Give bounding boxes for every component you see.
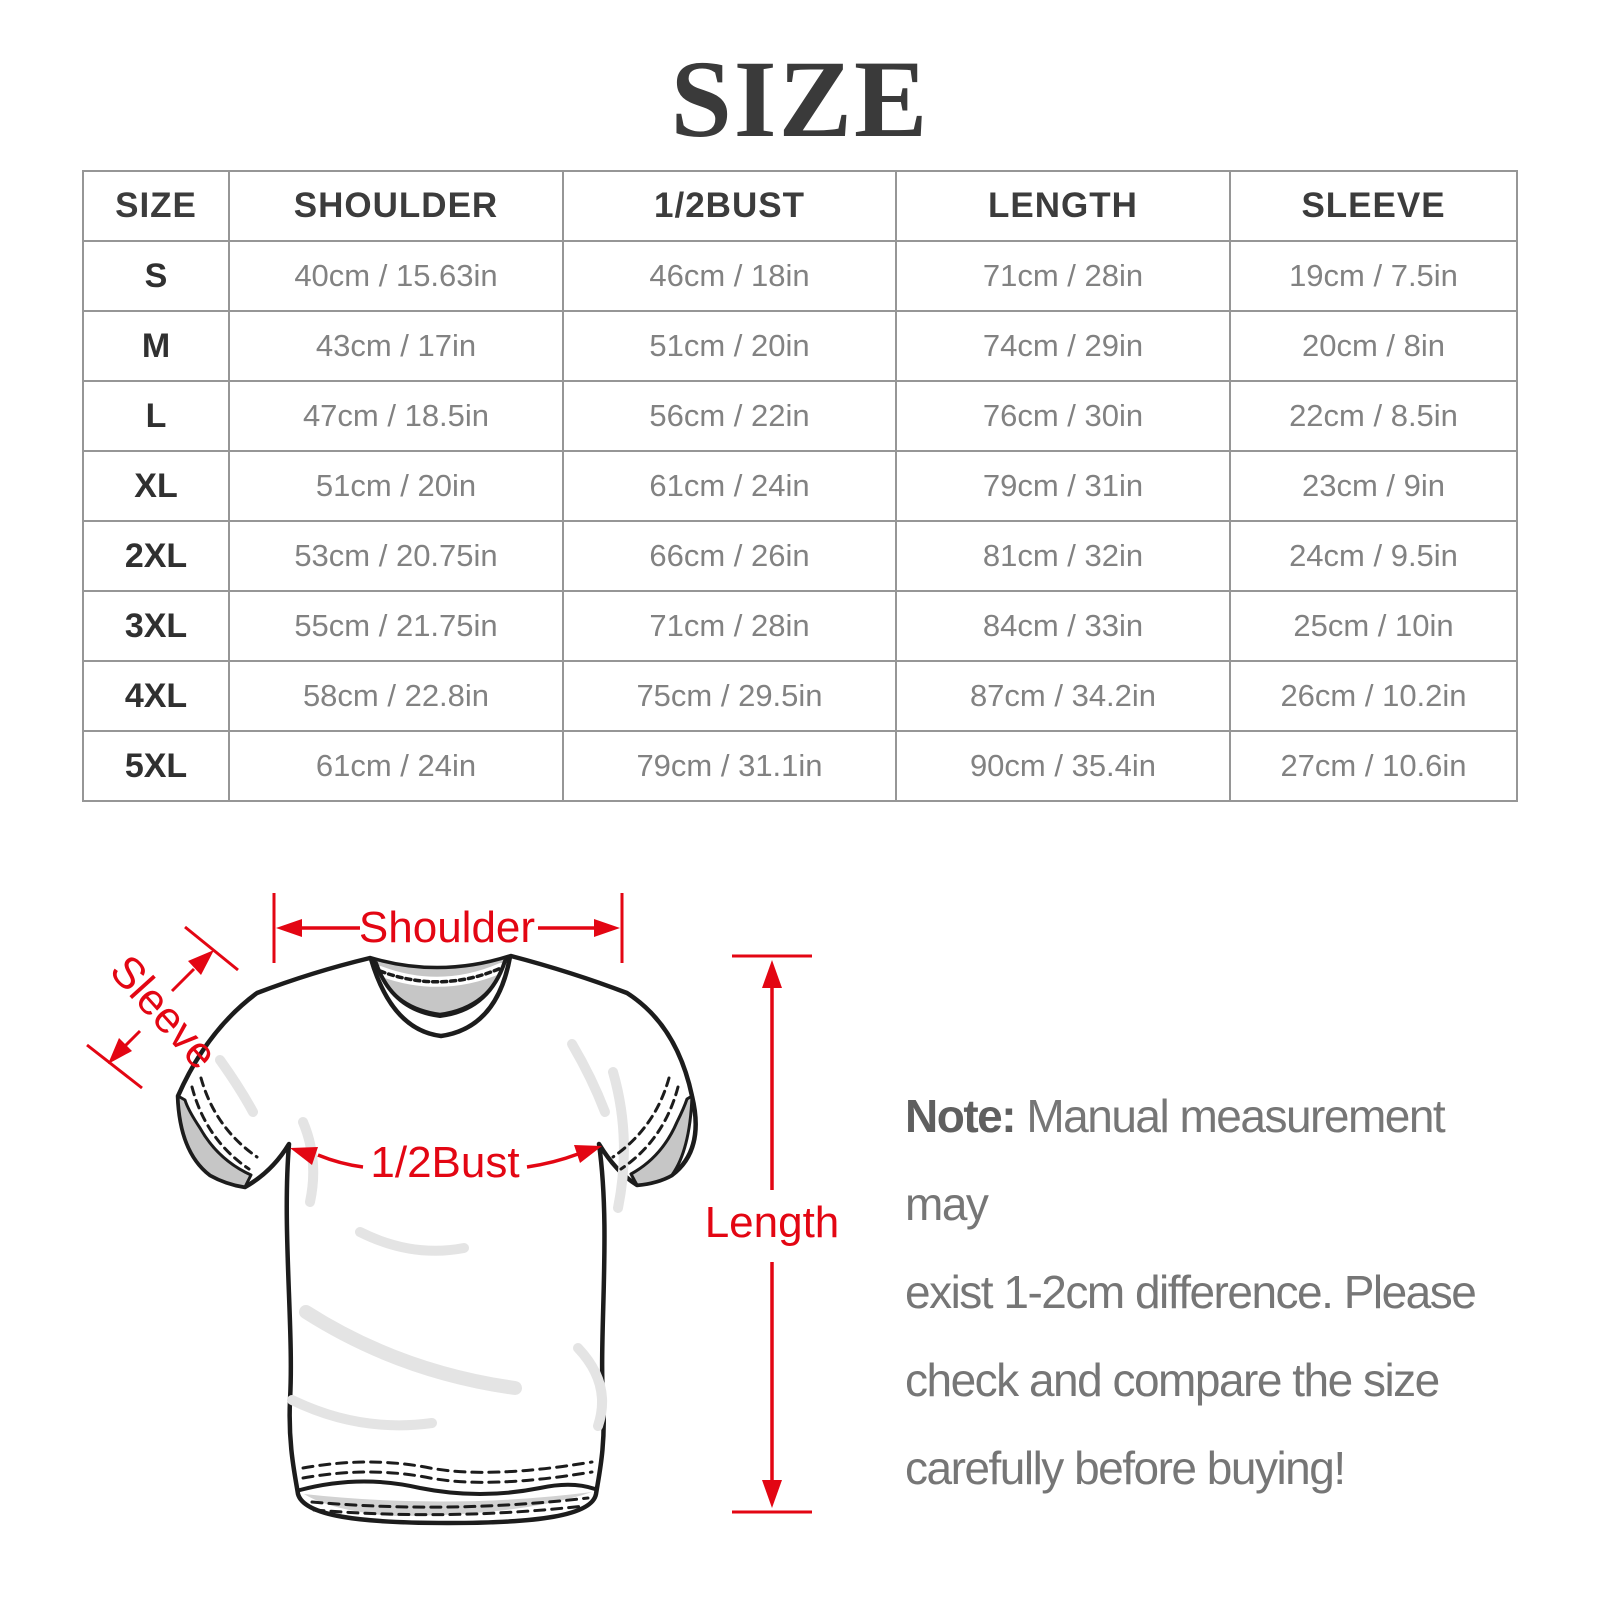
- cell-shoulder: 58cm / 22.8in: [228, 660, 564, 732]
- cell-length: 71cm / 28in: [895, 240, 1231, 312]
- cell-length: 76cm / 30in: [895, 380, 1231, 452]
- cell-size: XL: [82, 450, 230, 522]
- column-header-size: SIZE: [82, 170, 230, 242]
- collar-zigzag-stitch: [378, 966, 503, 984]
- tshirt-outline: [175, 953, 698, 1526]
- table-row: XL 51cm / 20in 61cm / 24in 79cm / 31in 2…: [82, 450, 1518, 522]
- note-line: Note: Manual measurement may: [905, 1072, 1515, 1248]
- collar: [368, 954, 513, 1039]
- note-text: Note: Manual measurement may exist 1-2cm…: [905, 1072, 1515, 1512]
- column-header-bust: 1/2BUST: [562, 170, 897, 242]
- bust-label: 1/2Bust: [370, 1138, 519, 1187]
- cell-shoulder: 55cm / 21.75in: [228, 590, 564, 662]
- cell-sleeve: 24cm / 9.5in: [1229, 520, 1518, 592]
- cell-size: 5XL: [82, 730, 230, 802]
- cell-bust: 51cm / 20in: [562, 310, 897, 382]
- note-prefix: Note:: [905, 1090, 1017, 1142]
- cell-bust: 75cm / 29.5in: [562, 660, 897, 732]
- table-header-row: SIZE SHOULDER 1/2BUST LENGTH SLEEVE: [82, 170, 1518, 242]
- table-row: 5XL 61cm / 24in 79cm / 31.1in 90cm / 35.…: [82, 730, 1518, 802]
- cell-bust: 66cm / 26in: [562, 520, 897, 592]
- sleeve-label: Sleeve: [100, 946, 226, 1079]
- cell-shoulder: 51cm / 20in: [228, 450, 564, 522]
- cuff-stitches: [190, 1076, 680, 1171]
- tshirt-measurement-diagram: Shoulder Sleeve 1/2Bust L: [86, 893, 840, 1526]
- cell-shoulder: 61cm / 24in: [228, 730, 564, 802]
- hem: [298, 1460, 597, 1517]
- cell-sleeve: 19cm / 7.5in: [1229, 240, 1518, 312]
- collar-rib-inner: [374, 959, 507, 1018]
- cell-bust: 56cm / 22in: [562, 380, 897, 452]
- cell-length: 87cm / 34.2in: [895, 660, 1231, 732]
- cell-size: 2XL: [82, 520, 230, 592]
- cell-bust: 61cm / 24in: [562, 450, 897, 522]
- cell-size: L: [82, 380, 230, 452]
- hem-stitches: [301, 1460, 594, 1517]
- cell-length: 79cm / 31in: [895, 450, 1231, 522]
- cell-size: S: [82, 240, 230, 312]
- cell-size: M: [82, 310, 230, 382]
- cell-shoulder: 43cm / 17in: [228, 310, 564, 382]
- note-line-text: Manual measurement may: [905, 1090, 1446, 1230]
- cell-sleeve: 25cm / 10in: [1229, 590, 1518, 662]
- note-line: check and compare the size: [905, 1354, 1440, 1406]
- bust-measure-arrow: 1/2Bust: [290, 1138, 602, 1187]
- cell-bust: 71cm / 28in: [562, 590, 897, 662]
- cell-length: 90cm / 35.4in: [895, 730, 1231, 802]
- cell-size: 3XL: [82, 590, 230, 662]
- hem-roll-line: [298, 1479, 597, 1496]
- hem-shadow: [304, 1492, 592, 1516]
- left-cuff-opening: [176, 1094, 253, 1189]
- cell-shoulder: 40cm / 15.63in: [228, 240, 564, 312]
- table-row: 2XL 53cm / 20.75in 66cm / 26in 81cm / 32…: [82, 520, 1518, 592]
- note-line: exist 1-2cm difference. Please: [905, 1266, 1477, 1318]
- column-header-length: LENGTH: [895, 170, 1231, 242]
- tshirt-drawing: [175, 953, 698, 1526]
- cell-bust: 79cm / 31.1in: [562, 730, 897, 802]
- length-label: Length: [705, 1198, 840, 1247]
- cell-length: 84cm / 33in: [895, 590, 1231, 662]
- note-line: carefully before buying!: [905, 1442, 1346, 1494]
- shoulder-label: Shoulder: [359, 903, 535, 952]
- table-row: L 47cm / 18.5in 56cm / 22in 76cm / 30in …: [82, 380, 1518, 452]
- collar-rib-outer: [368, 954, 513, 1039]
- table-row: 3XL 55cm / 21.75in 71cm / 28in 84cm / 33…: [82, 590, 1518, 662]
- size-table: SIZE SHOULDER 1/2BUST LENGTH SLEEVE S 40…: [82, 170, 1518, 802]
- column-header-shoulder: SHOULDER: [228, 170, 564, 242]
- table-row: 4XL 58cm / 22.8in 75cm / 29.5in 87cm / 3…: [82, 660, 1518, 732]
- length-measure-arrow: Length: [705, 954, 840, 1514]
- cell-length: 74cm / 29in: [895, 310, 1231, 382]
- cell-sleeve: 23cm / 9in: [1229, 450, 1518, 522]
- table-row: M 43cm / 17in 51cm / 20in 74cm / 29in 20…: [82, 310, 1518, 382]
- cell-sleeve: 20cm / 8in: [1229, 310, 1518, 382]
- cell-sleeve: 26cm / 10.2in: [1229, 660, 1518, 732]
- shoulder-measure-arrow: Shoulder: [272, 893, 624, 963]
- cell-bust: 46cm / 18in: [562, 240, 897, 312]
- table-row: S 40cm / 15.63in 46cm / 18in 71cm / 28in…: [82, 240, 1518, 312]
- cell-shoulder: 53cm / 20.75in: [228, 520, 564, 592]
- cell-sleeve: 22cm / 8.5in: [1229, 380, 1518, 452]
- cell-length: 81cm / 32in: [895, 520, 1231, 592]
- page-title: SIZE: [670, 38, 930, 160]
- right-cuff-opening: [629, 1094, 694, 1187]
- column-header-sleeve: SLEEVE: [1229, 170, 1518, 242]
- cell-shoulder: 47cm / 18.5in: [228, 380, 564, 452]
- cell-sleeve: 27cm / 10.6in: [1229, 730, 1518, 802]
- cell-size: 4XL: [82, 660, 230, 732]
- fabric-wrinkles: [215, 1039, 629, 1431]
